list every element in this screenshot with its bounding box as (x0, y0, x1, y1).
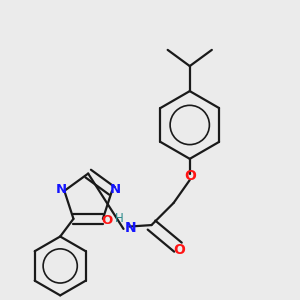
Text: N: N (124, 221, 136, 235)
Text: O: O (173, 243, 185, 257)
Text: N: N (55, 183, 66, 196)
Text: H: H (115, 212, 124, 225)
Text: N: N (110, 183, 121, 196)
Text: O: O (184, 169, 196, 184)
Text: O: O (101, 214, 112, 227)
